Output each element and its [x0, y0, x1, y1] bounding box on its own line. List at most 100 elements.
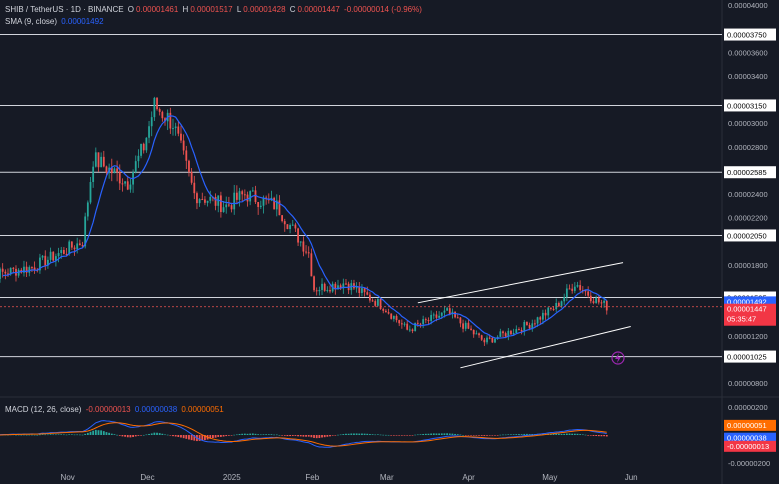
candle-body — [307, 252, 310, 254]
price-tick-label: 0.00002400 — [728, 190, 768, 199]
macd-histogram-bar — [382, 434, 385, 436]
candle-body — [44, 255, 47, 266]
level-tag-label: 0.00003150 — [727, 101, 767, 110]
candle-body — [65, 253, 68, 255]
candle-body — [7, 273, 9, 275]
candle-body — [206, 200, 209, 203]
candle-body — [592, 301, 595, 303]
macd-histogram-bar — [318, 435, 321, 439]
macd-histogram-bar — [204, 435, 206, 441]
macd-histogram-bar — [153, 432, 156, 435]
macd-tag — [724, 419, 776, 431]
candle-body — [443, 310, 446, 313]
candle-body — [531, 323, 534, 329]
macd-histogram-bar — [526, 433, 528, 435]
macd-histogram-bar — [499, 434, 502, 436]
price-tick-label: 0.00003600 — [728, 48, 768, 57]
macd-histogram-bar — [448, 433, 451, 435]
candle-body — [148, 126, 150, 138]
macd-histogram-bar — [555, 433, 558, 435]
macd-histogram-bar — [49, 434, 52, 435]
macd-histogram-bar — [23, 434, 25, 436]
candle-body — [414, 322, 417, 332]
candle-body — [78, 243, 81, 246]
countdown-label: 05:35:47 — [727, 315, 756, 324]
candle-body — [542, 312, 544, 320]
macd-histogram-bar — [366, 433, 369, 435]
macd-histogram-bar — [424, 433, 427, 435]
candle-body — [198, 199, 201, 204]
candle-body — [403, 323, 406, 325]
macd-histogram-bar — [565, 433, 568, 435]
sma-legend[interactable]: SMA (9, close) 0.00001492 — [5, 17, 106, 26]
candle-body — [459, 317, 462, 324]
candle-body — [374, 301, 377, 306]
macd-histogram-bar — [273, 434, 276, 436]
macd-histogram-bar — [438, 433, 441, 435]
macd-histogram-bar — [358, 433, 361, 435]
candle-body — [145, 137, 148, 151]
candle-body — [398, 320, 401, 324]
macd-histogram-bar — [246, 433, 249, 435]
candle-body — [121, 183, 124, 185]
candle-body — [345, 283, 347, 285]
macd-histogram-bar — [435, 433, 438, 435]
price-tick-label: 0.00003000 — [728, 119, 768, 128]
candle-body — [57, 253, 60, 257]
candle-body — [563, 297, 566, 302]
macd-histogram-bar — [597, 435, 600, 437]
macd-histogram-bar — [504, 434, 507, 436]
macd-histogram-bar — [494, 435, 496, 436]
macd-histogram-bar — [65, 434, 68, 436]
macd-legend[interactable]: MACD (12, 26, close) -0.00000013 0.00000… — [5, 405, 226, 414]
macd-histogram-bar — [361, 433, 363, 435]
macd-histogram-bar — [430, 433, 433, 435]
candle-body — [547, 307, 550, 316]
lightning-icon — [615, 353, 621, 363]
candle-body — [432, 314, 435, 316]
macd-histogram-bar — [395, 435, 398, 436]
candle-body — [113, 168, 116, 174]
macd-histogram-bar — [55, 434, 57, 436]
macd-histogram-bar — [563, 433, 566, 435]
candle-body — [382, 309, 385, 311]
macd-histogram-bar — [294, 435, 297, 436]
candle-body — [329, 290, 331, 292]
candle-body — [257, 201, 260, 207]
candle-body — [124, 181, 126, 184]
candle-body — [520, 329, 523, 332]
macd-histogram-bar — [278, 434, 281, 436]
candle-body — [523, 321, 526, 332]
macd-histogram-bar — [73, 434, 76, 436]
candle-body — [110, 167, 113, 174]
candle-body — [76, 243, 79, 250]
macd-histogram-bar — [475, 435, 478, 436]
candle-body — [84, 216, 87, 247]
macd-histogram-bar — [470, 435, 472, 436]
macd-histogram-bar — [142, 434, 145, 436]
macd-histogram-bar — [262, 434, 265, 435]
candle-body — [68, 241, 71, 255]
candle-body — [52, 251, 55, 261]
time-tick-label: Nov — [61, 473, 75, 482]
candle-body — [438, 315, 441, 318]
macd-histogram-bar — [70, 434, 73, 435]
macd-histogram-bar — [150, 433, 153, 435]
candle-body — [196, 193, 198, 204]
candle-body — [528, 325, 531, 329]
candle-body — [28, 267, 31, 273]
candle-body — [140, 143, 142, 156]
macd-histogram-bar — [270, 434, 273, 435]
macd-histogram-bar — [249, 433, 252, 435]
price-tag — [724, 303, 776, 326]
candle-body — [243, 194, 246, 196]
candle-body — [342, 283, 345, 289]
time-tick-label: May — [542, 473, 557, 482]
candle-body — [254, 190, 257, 202]
candle-body — [204, 199, 206, 203]
open-label: O — [127, 5, 135, 14]
macd-histogram-bar — [233, 434, 236, 436]
macd-histogram-bar — [92, 430, 95, 435]
